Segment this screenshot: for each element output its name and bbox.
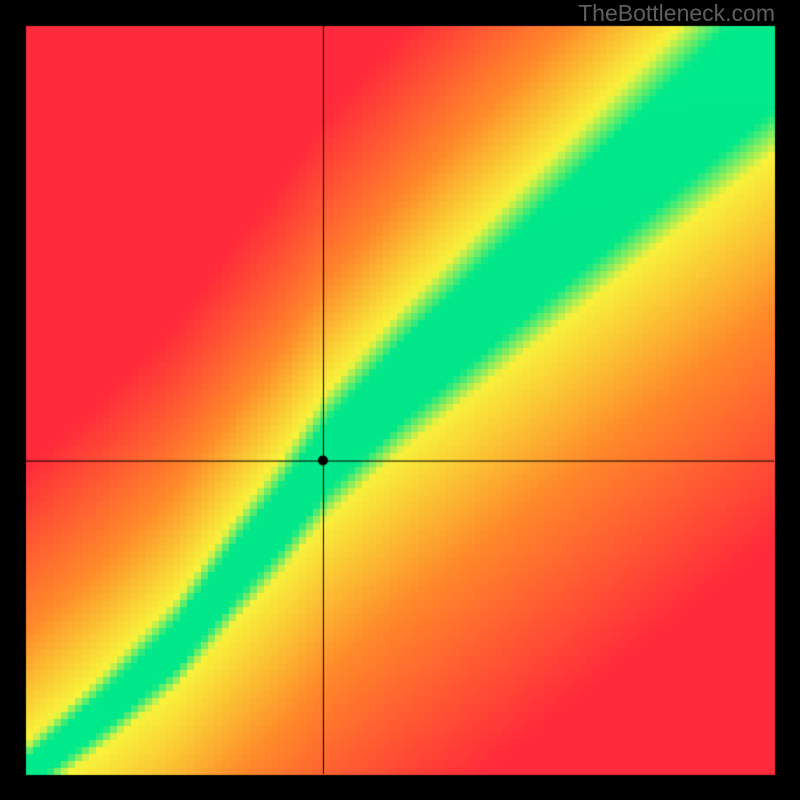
watermark-text: TheBottleneck.com [578, 0, 775, 27]
root: TheBottleneck.com [0, 0, 800, 800]
bottleneck-heatmap [0, 0, 800, 800]
